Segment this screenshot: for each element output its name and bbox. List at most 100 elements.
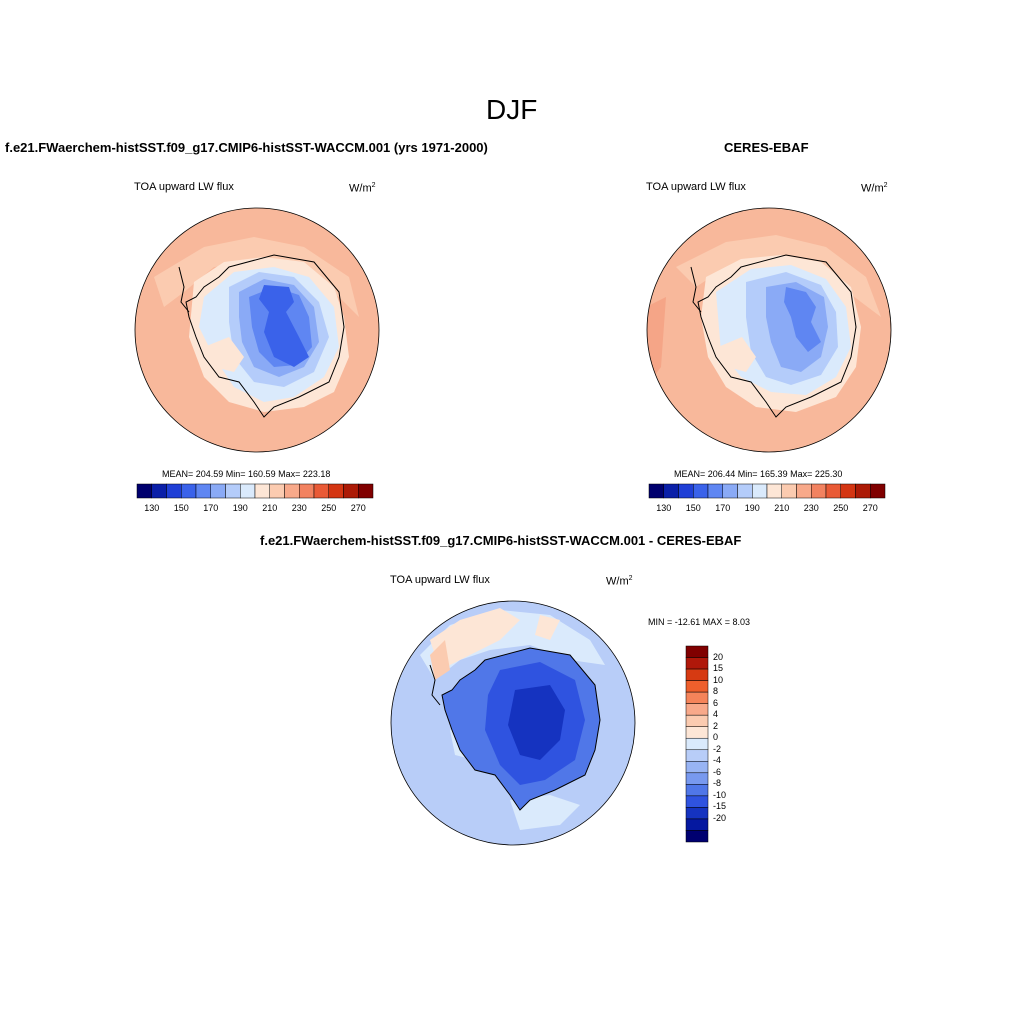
colorbar-swatch [685,818,709,831]
colorbar-swatch [685,749,709,762]
colorbar-swatch [796,483,812,499]
colorbar-tick-label: 8 [713,686,719,697]
colorbar-swatch [685,795,709,808]
colorbar-swatch [685,737,709,751]
model-stats: MEAN= 204.59 Min= 160.59 Max= 223.18 [162,469,331,479]
colorbar-tick-label: 4 [713,709,719,720]
colorbar-swatch [299,483,315,499]
colorbar-swatch [343,483,359,499]
colorbar-swatch [166,483,182,499]
colorbar-tick-label: 170 [715,503,731,513]
colorbar-tick-label: 10 [713,674,724,685]
colorbar-swatch [269,483,285,499]
colorbar-swatch [685,645,709,658]
diff-variable-label: TOA upward LW flux [390,574,490,586]
colorbar-tick-label: -4 [713,755,722,766]
colorbar-swatch [707,483,723,499]
colorbar-swatch [313,483,329,499]
colorbar-swatch [284,483,300,499]
colorbar-swatch [328,483,344,499]
model-colorbar-ticks: 130 150 170 190 210 230 250 270 [137,503,373,515]
colorbar-swatch [685,668,709,681]
colorbar-tick-label: -15 [713,801,727,812]
colorbar-swatch [685,807,709,820]
model-colorbar [136,483,374,499]
colorbar-tick-label: 210 [774,503,790,513]
colorbar-swatch [685,691,709,704]
colorbar-tick-label: 0 [713,732,719,743]
colorbar-swatch [722,483,738,499]
colorbar-tick-label: -10 [713,789,727,800]
colorbar-swatch [811,483,827,499]
colorbar-swatch [136,483,152,499]
colorbar-swatch [693,483,709,499]
colorbar-swatch [766,483,782,499]
colorbar-tick-label: 250 [321,503,337,513]
colorbar-swatch [254,483,270,499]
diff-units-label: W/m2 [606,575,633,588]
colorbar-tick-label: 170 [203,503,219,513]
colorbar-swatch [781,483,797,499]
diff-stats: MIN = -12.61 MAX = 8.03 [648,617,751,627]
obs-colorbar [648,483,886,499]
colorbar-tick-label: -20 [713,812,727,823]
colorbar-tick-label: 190 [744,503,760,513]
colorbar-tick-label: -6 [713,766,722,777]
colorbar-swatch [648,483,664,499]
colorbar-swatch [358,483,374,499]
colorbar-swatch [225,483,241,499]
colorbar-swatch [685,772,709,785]
obs-polar-map [646,207,892,453]
model-panel-title: f.e21.FWaerchem-histSST.f09_g17.CMIP6-hi… [5,140,488,155]
colorbar-swatch [685,703,709,716]
colorbar-swatch [840,483,856,499]
colorbar-tick-label: 230 [803,503,819,513]
colorbar-tick-label: 6 [713,697,719,708]
colorbar-swatch [870,483,886,499]
figure-title: DJF [486,94,538,125]
colorbar-swatch [181,483,197,499]
colorbar-tick-label: 130 [656,503,672,513]
colorbar-swatch [685,726,709,739]
colorbar-swatch [685,784,709,797]
colorbar-swatch [752,483,768,499]
colorbar-swatch [151,483,167,499]
model-polar-map [134,207,380,453]
colorbar-swatch [825,483,841,499]
obs-units-label: W/m2 [861,182,888,195]
colorbar-tick-label: 20 [713,651,724,662]
colorbar-swatch [685,680,709,693]
colorbar-swatch [663,483,679,499]
colorbar-tick-label: 2 [713,720,719,731]
diff-colorbar [685,645,709,843]
colorbar-tick-label: 270 [862,503,878,513]
colorbar-tick-label: 230 [291,503,307,513]
colorbar-swatch [685,830,709,843]
obs-colorbar-ticks: 130 150 170 190 210 230 250 270 [649,503,885,515]
colorbar-swatch [240,483,256,499]
colorbar-swatch [210,483,226,499]
diff-panel-title: f.e21.FWaerchem-histSST.f09_g17.CMIP6-hi… [260,533,742,548]
colorbar-swatch [737,483,753,499]
obs-variable-label: TOA upward LW flux [646,181,746,193]
obs-panel-title: CERES-EBAF [724,140,809,155]
colorbar-swatch [685,761,709,774]
colorbar-swatch [685,657,709,670]
colorbar-tick-label: 150 [173,503,189,513]
colorbar-tick-label: 270 [350,503,366,513]
model-units-label: W/m2 [349,182,376,195]
colorbar-tick-label: -8 [713,778,722,789]
colorbar-tick-label: 250 [833,503,849,513]
colorbar-tick-label: -2 [713,743,722,754]
colorbar-tick-label: 130 [144,503,160,513]
colorbar-swatch [855,483,871,499]
colorbar-swatch [195,483,211,499]
diff-colorbar-ticks: 20 15 10 8 6 4 2 0 -2 -4 -6 -8 -10 -15 -20 [711,646,741,842]
colorbar-swatch [678,483,694,499]
colorbar-swatch [685,714,709,727]
colorbar-tick-label: 15 [713,663,724,674]
colorbar-tick-label: 150 [685,503,701,513]
colorbar-tick-label: 210 [262,503,278,513]
obs-stats: MEAN= 206.44 Min= 165.39 Max= 225.30 [674,469,843,479]
model-variable-label: TOA upward LW flux [134,181,234,193]
